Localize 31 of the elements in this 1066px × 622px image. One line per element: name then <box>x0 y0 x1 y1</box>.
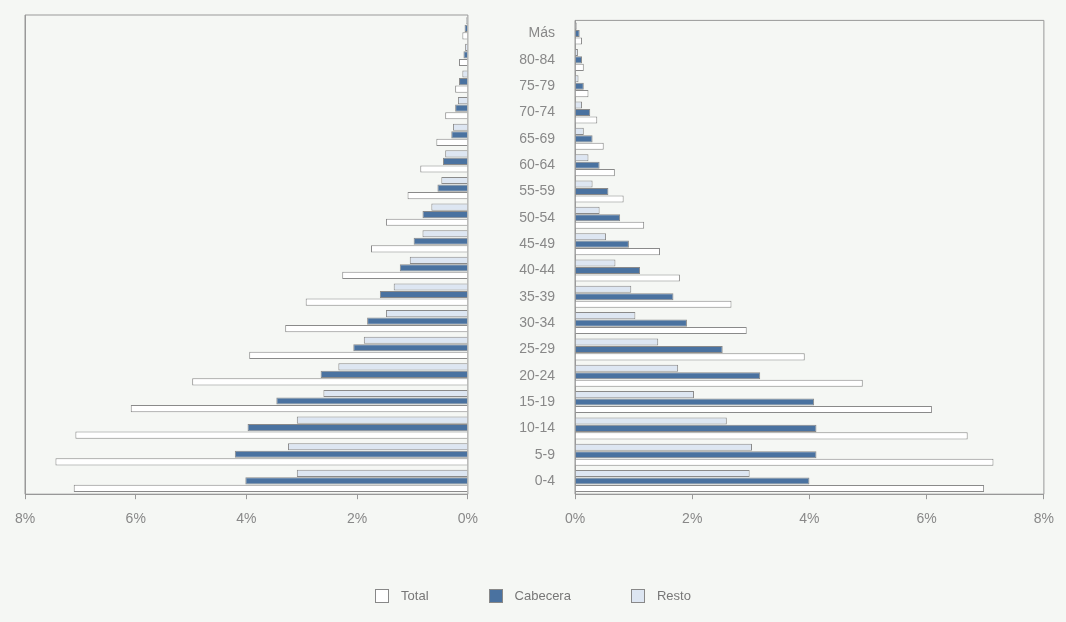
y-tick-label: 75-79 <box>519 77 556 94</box>
y-tick-label: 25-29 <box>519 340 556 357</box>
x-tick-label: 4% <box>799 510 820 527</box>
y-tick-label: 10-14 <box>519 419 556 436</box>
x-tick-label: 2% <box>682 510 703 527</box>
y-tick-label: 5-9 <box>534 445 556 462</box>
y-tick-label: 70-74 <box>519 103 556 120</box>
x-tick-label: 6% <box>125 510 146 527</box>
x-tick-label: 6% <box>916 510 937 527</box>
y-tick-label: 50-54 <box>519 208 556 225</box>
y-tick-label: 35-39 <box>519 287 556 304</box>
y-tick-label: 55-59 <box>519 182 556 199</box>
y-tick-label: 60-64 <box>519 156 556 173</box>
legend-label: Cabecera <box>514 588 571 603</box>
x-tick-label: 2% <box>347 510 368 527</box>
y-tick-label: 45-49 <box>519 235 556 251</box>
y-tick-label: 65-69 <box>519 129 556 146</box>
legend-label: Total <box>401 588 429 603</box>
y-tick-label: 80-84 <box>519 50 556 67</box>
y-tick-label: Más <box>528 24 555 41</box>
x-tick-label: 0% <box>564 510 586 527</box>
y-tick-label: 30-34 <box>519 313 556 330</box>
y-tick-label: 15-19 <box>519 392 556 409</box>
y-tick-label: 20-24 <box>519 366 556 383</box>
y-tick-label: 40-44 <box>519 261 556 278</box>
x-tick-label: 0% <box>457 510 478 527</box>
x-tick-label: 4% <box>236 510 257 527</box>
legend-label: Resto <box>656 588 691 603</box>
x-tick-label: 8% <box>14 510 36 527</box>
y-tick-label: 0-4 <box>534 471 556 488</box>
x-tick-label: 8% <box>1033 510 1054 527</box>
